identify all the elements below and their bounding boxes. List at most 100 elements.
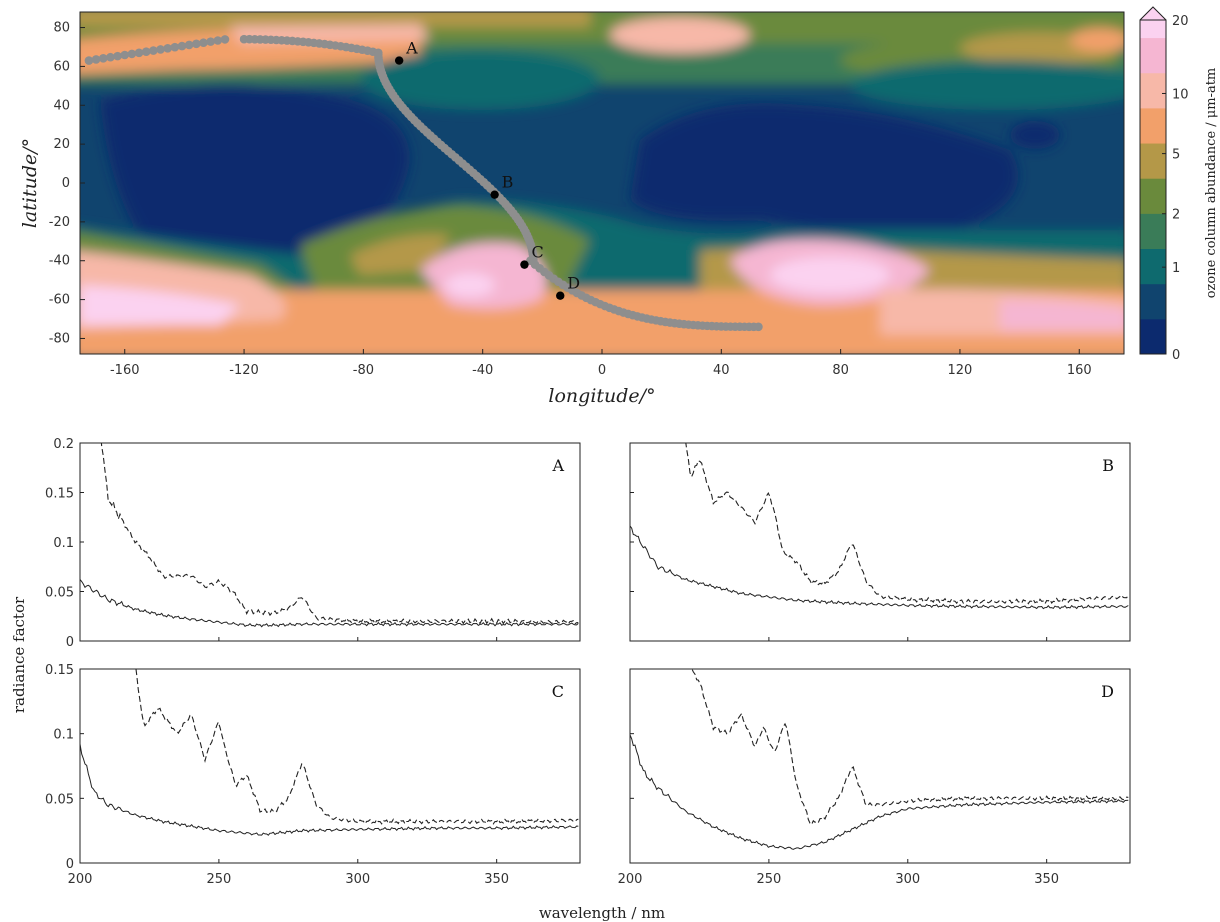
colorbar-cell <box>1140 318 1166 337</box>
spectrum-x-tick-label: 250 <box>206 872 231 887</box>
map-x-tick-label: 120 <box>948 363 973 378</box>
spectrum-y-tick-label: 0.1 <box>53 536 74 551</box>
colorbar-cell <box>1140 90 1166 109</box>
track-point-marker <box>394 56 404 65</box>
colorbar-tick-label: 2 <box>1172 208 1180 223</box>
spectrum-x-tick-label: 300 <box>345 872 370 887</box>
track-dot <box>184 40 194 50</box>
track-dot <box>220 35 230 44</box>
colorbar-tick-label: 5 <box>1172 148 1180 163</box>
map-y-tick-label: 40 <box>53 98 70 113</box>
track-dot <box>141 47 151 56</box>
track-dot <box>213 36 223 45</box>
dashed-spectrum-line <box>100 443 579 625</box>
panel-label: C <box>552 682 564 701</box>
track-dot <box>127 49 137 59</box>
spectrum-lines <box>80 443 579 628</box>
spectrum-y-tick-label: 0.05 <box>45 586 74 601</box>
spectra-y-label: radiance factor <box>10 596 28 713</box>
spectrum-y-tick-label: 0.05 <box>45 792 74 807</box>
solid-spectrum-line <box>630 525 1129 610</box>
panel-label: D <box>1101 682 1114 701</box>
spectrum-panel-b: B <box>629 442 1131 642</box>
track-dot <box>106 52 115 62</box>
map-x-tick-label: 160 <box>1067 363 1092 378</box>
colorbar-cells <box>1140 20 1166 355</box>
colorbar-cell <box>1140 107 1166 126</box>
ozone-map: -160 -120 -80 -40 0 40 80 120 160 80 60 40 20 0 -20 -4… <box>19 11 1125 407</box>
dashed-spectrum-line <box>691 669 1129 826</box>
track-dot <box>192 39 201 49</box>
map-x-tick-label: 80 <box>832 363 849 378</box>
track-dot <box>84 56 94 65</box>
track-dot <box>199 38 208 48</box>
map-x-tick-label: -120 <box>229 363 259 378</box>
colorbar-frame <box>1139 19 1167 355</box>
map-y-tick-label: 80 <box>53 21 70 36</box>
track-dot <box>134 48 144 58</box>
map-y-label: latitude/° <box>19 138 41 228</box>
colorbar-cell <box>1140 230 1166 250</box>
track-dot <box>120 50 130 60</box>
spectrum-x-tick-label: 300 <box>895 872 920 887</box>
map-y-tick-label: -20 <box>49 215 70 230</box>
spectrum-frame <box>79 668 581 864</box>
map-y-tick-label: -80 <box>49 331 70 346</box>
colorbar-cell <box>1140 72 1166 91</box>
spectrum-y-tick-label: 0 <box>66 857 74 872</box>
solid-spectrum-line <box>80 579 579 628</box>
spectrum-lines <box>630 669 1129 850</box>
track-dot <box>91 55 101 64</box>
map-x-tick-label: -160 <box>110 363 140 378</box>
spectrum-panel-a: A 0.2 0.15 0.1 0.05 0 <box>45 437 581 650</box>
colorbar-tick-label: 1 <box>1172 261 1180 276</box>
colorbar-cell <box>1140 213 1166 232</box>
map-x-tick-label: 0 <box>598 363 606 378</box>
map-y-tick-label: 0 <box>62 176 70 191</box>
solid-spectrum-line <box>80 743 579 836</box>
spectra-x-label: wavelength / nm <box>539 904 665 922</box>
map-y-tick-label: 60 <box>53 59 70 74</box>
track-point-label: B <box>502 173 514 192</box>
track-dot <box>156 45 165 54</box>
spectrum-lines <box>80 669 579 836</box>
colorbar-cell <box>1140 37 1166 56</box>
spectrum-y-tick-label: 0.2 <box>53 437 74 452</box>
colorbar-cell <box>1140 160 1166 179</box>
map-field <box>80 12 1124 354</box>
track-point-marker <box>520 260 529 269</box>
map-x-tick-label: -40 <box>472 363 493 378</box>
spectrum-panel-d: D 200 250 300 350 <box>618 668 1131 887</box>
colorbar-arrow <box>1139 6 1167 21</box>
map-y-tick-label: 20 <box>53 137 70 152</box>
track-point-marker <box>556 291 565 300</box>
spectrum-x-tick-label: 350 <box>484 872 509 887</box>
colorbar-cell <box>1140 336 1166 355</box>
colorbar-cell <box>1140 178 1166 197</box>
spectrum-lines <box>630 443 1129 610</box>
map-y-tick-label: -60 <box>49 293 70 308</box>
colorbar-cell <box>1140 55 1166 74</box>
spectrum-x-tick-label: 200 <box>618 872 643 887</box>
colorbar-cell <box>1140 248 1166 267</box>
spectrum-x-tick-label: 200 <box>68 872 93 887</box>
spectrum-frame <box>79 442 581 642</box>
track-point-marker <box>490 190 499 199</box>
spectrum-frame <box>629 668 1131 864</box>
colorbar-tick-label: 20 <box>1172 14 1189 29</box>
map-x-tick-label: -80 <box>353 363 374 378</box>
track-dot <box>206 37 215 46</box>
panel-label: B <box>1102 456 1114 475</box>
track-point-label: C <box>531 243 543 262</box>
spectrum-y-tick-label: 0.15 <box>45 663 74 678</box>
track-dot <box>170 42 180 52</box>
dashed-spectrum-line <box>685 443 1129 605</box>
colorbar-cell <box>1140 195 1166 214</box>
map-y-axis: 80 60 40 20 0 -20 -40 -60 -80 <box>49 21 85 346</box>
colorbar-label: ozone column abundance / μm-atm <box>1204 68 1219 299</box>
spectrum-x-tick-label: 350 <box>1034 872 1059 887</box>
